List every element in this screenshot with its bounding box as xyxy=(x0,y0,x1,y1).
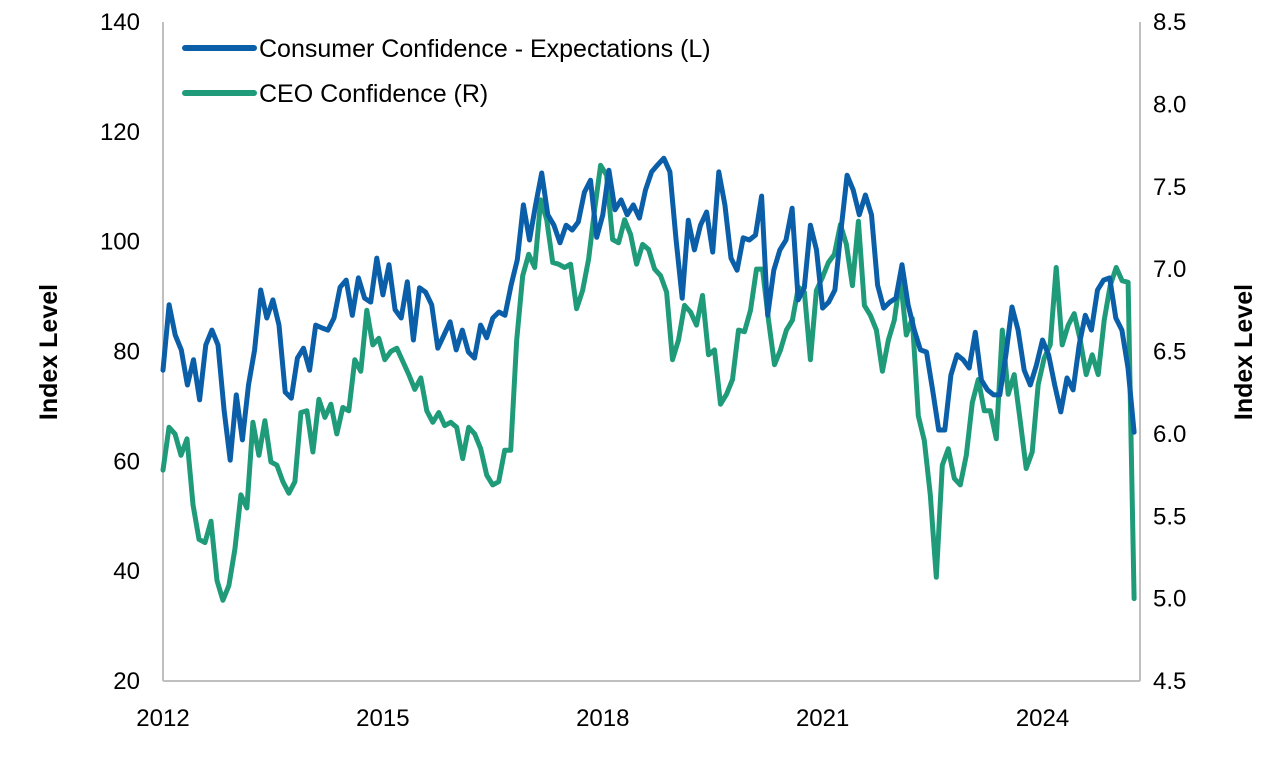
legend: Consumer Confidence - Expectations (L) C… xyxy=(182,35,711,108)
right-tick-label: 6.5 xyxy=(1153,339,1186,366)
left-tick-label: 80 xyxy=(113,339,140,366)
legend-label-ceo: CEO Confidence (R) xyxy=(259,80,488,108)
x-tick-label: 2021 xyxy=(796,705,849,732)
right-tick-label: 8.5 xyxy=(1153,9,1186,36)
left-tick-labels: 20 40 60 80 100 120 140 xyxy=(100,9,140,695)
right-tick-label: 5.0 xyxy=(1153,586,1186,613)
x-tick-label: 2024 xyxy=(1016,705,1069,732)
series-line-consumer-expectations xyxy=(160,155,1137,463)
right-tick-label: 5.5 xyxy=(1153,503,1186,530)
left-tick-label: 120 xyxy=(100,119,140,146)
left-tick-label: 40 xyxy=(113,558,140,585)
left-tick-label: 60 xyxy=(113,448,140,475)
x-tick-label: 2015 xyxy=(356,705,409,732)
x-tick-labels: 2012 2015 2018 2021 2024 xyxy=(136,705,1069,732)
right-tick-label: 7.0 xyxy=(1153,256,1186,283)
axes xyxy=(162,22,1141,682)
left-tick-label: 140 xyxy=(100,9,140,36)
x-tick-label: 2012 xyxy=(136,705,189,732)
left-axis-title: Index Level xyxy=(35,284,63,420)
x-tick-label: 2018 xyxy=(576,705,629,732)
series-lines xyxy=(160,155,1137,603)
right-axis-title: Index Level xyxy=(1230,284,1258,420)
left-tick-label: 100 xyxy=(100,229,140,256)
series-line-ceo-confidence xyxy=(160,162,1137,603)
left-tick-label: 20 xyxy=(113,668,140,695)
legend-label-consumer: Consumer Confidence - Expectations (L) xyxy=(259,35,711,63)
right-tick-label: 4.5 xyxy=(1153,668,1186,695)
right-tick-label: 8.0 xyxy=(1153,91,1186,118)
right-tick-labels: 4.5 5.0 5.5 6.0 6.5 7.0 7.5 8.0 8.5 xyxy=(1153,9,1186,695)
right-tick-label: 7.5 xyxy=(1153,174,1186,201)
right-tick-label: 6.0 xyxy=(1153,421,1186,448)
